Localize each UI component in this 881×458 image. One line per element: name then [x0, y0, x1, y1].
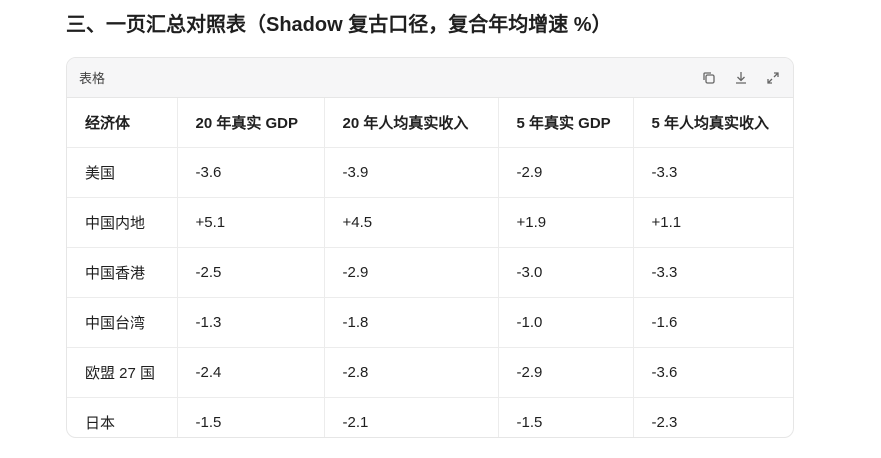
copy-icon[interactable]: [701, 70, 717, 86]
table-cell: -1.3: [177, 297, 325, 348]
table-cell: -2.4: [177, 347, 325, 398]
table-cell: +1.9: [498, 197, 634, 248]
column-header: 5 年真实 GDP: [498, 98, 634, 148]
table-row: 日本 -1.5 -2.1 -1.5 -2.3: [67, 397, 793, 437]
table-cell: -3.3: [633, 147, 793, 198]
table-cell: -2.9: [324, 247, 499, 298]
table-cell: 美国: [67, 147, 178, 198]
table-row: 欧盟 27 国 -2.4 -2.8 -2.9 -3.6: [67, 347, 793, 398]
table-cell: -2.8: [324, 347, 499, 398]
table-cell: 中国内地: [67, 197, 178, 248]
table-cell: -1.5: [498, 397, 634, 437]
table-cell: -2.1: [324, 397, 499, 437]
table-cell: 中国台湾: [67, 297, 178, 348]
table-cell: +5.1: [177, 197, 325, 248]
heading: 三、一页汇总对照表（Shadow 复古口径，复合年均增速 %）: [66, 14, 612, 36]
table: 经济体 20 年真实 GDP 20 年人均真实收入 5 年真实 GDP 5 年人均真实收…: [67, 98, 793, 437]
table-cell: +4.5: [324, 197, 499, 248]
table-cell: 日本: [67, 397, 178, 437]
table-cell: -1.8: [324, 297, 499, 348]
table-cell: -3.9: [324, 147, 499, 198]
table-cell: 中国香港: [67, 247, 178, 298]
table-toolbar: 表格: [67, 58, 793, 98]
table-cell: -3.3: [633, 247, 793, 298]
expand-icon[interactable]: [765, 70, 781, 86]
table-card: 表格 经济体 20 年真实 GDP 20 年人均真实收入 5 年真实 GDP 5 年人均…: [66, 57, 794, 438]
table-cell: -1.6: [633, 297, 793, 348]
header-row: 经济体 20 年真实 GDP 20 年人均真实收入 5 年真实 GDP 5 年人均真实收…: [67, 98, 793, 148]
table-cell: -1.5: [177, 397, 325, 437]
column-header: 经济体: [67, 98, 178, 148]
table-cell: -3.0: [498, 247, 634, 298]
table-cell: -2.9: [498, 147, 634, 198]
column-header: 5 年人均真实收入: [633, 98, 793, 148]
table-cell: -2.9: [498, 347, 634, 398]
download-icon[interactable]: [733, 70, 749, 86]
column-header: 20 年真实 GDP: [177, 98, 325, 148]
table-row: 中国香港 -2.5 -2.9 -3.0 -3.3: [67, 247, 793, 298]
table-cell: +1.1: [633, 197, 793, 248]
table-label: 表格: [79, 71, 106, 86]
table-cell: -2.5: [177, 247, 325, 298]
table-cell: -3.6: [633, 347, 793, 398]
table-row: 美国 -3.6 -3.9 -2.9 -3.3: [67, 147, 793, 198]
table-row: 中国台湾 -1.3 -1.8 -1.0 -1.6: [67, 297, 793, 348]
table-cell: -2.3: [651, 414, 678, 431]
table-cell: -3.6: [177, 147, 325, 198]
table-cell: -1.0: [498, 297, 634, 348]
column-header: 20 年人均真实收入: [324, 98, 499, 148]
table-row: 中国内地 +5.1 +4.5 +1.9 +1.1: [67, 197, 793, 248]
table-cell: 欧盟 27 国: [67, 347, 178, 398]
